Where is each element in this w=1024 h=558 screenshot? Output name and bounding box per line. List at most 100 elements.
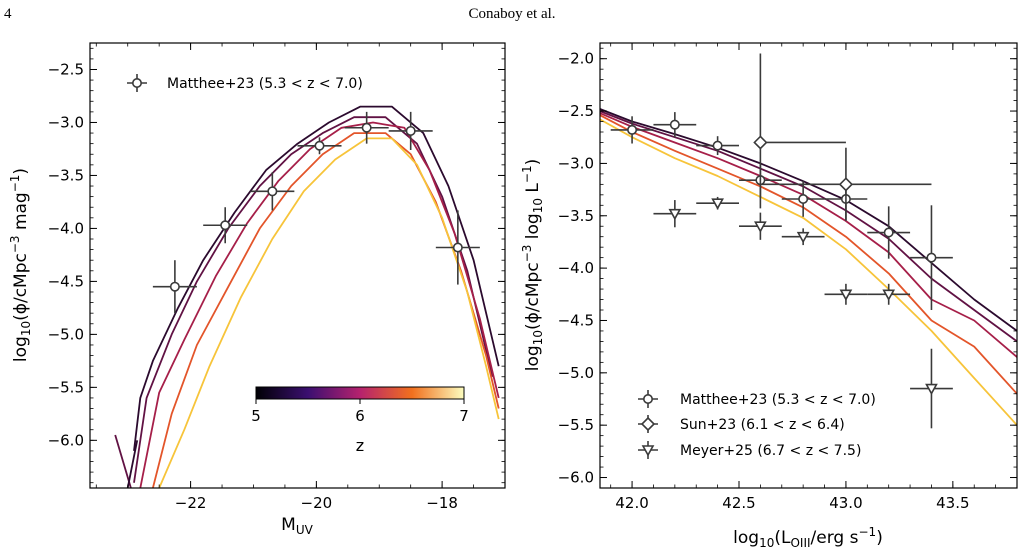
b-ytick-label: −2.0 <box>558 50 594 68</box>
a-data-marker <box>220 220 231 231</box>
b-meyer-25point <box>653 200 697 228</box>
oiii-luminosity-function-panel: 42.0 42.5 43.0 43.5 −2.0 −2.5 −3.0 −3.5 −4.0 −4.5… <box>520 42 1018 550</box>
running-head: Conaboy et al. <box>468 6 556 22</box>
a-ytick-label: −3.5 <box>48 166 84 184</box>
a-series-line-z5 <box>114 434 132 488</box>
uv-luminosity-function-panel: −22 −20 −18 −2.5 −3.0 −3.5 −4.0 −4.5 −5.0 −5.5 −6.… <box>8 42 506 537</box>
b-legend-marker <box>641 445 655 457</box>
b-data-marker <box>753 135 768 150</box>
b-data-marker <box>838 177 854 192</box>
a-matthee-23point <box>435 210 480 285</box>
a-matthee-23point <box>388 111 433 151</box>
b-meyer-25point <box>867 283 911 305</box>
a-series-line-z5_5 <box>133 116 494 483</box>
b-data-marker <box>882 289 896 301</box>
a-data-marker <box>314 140 325 151</box>
b-matthee-23point <box>910 205 953 310</box>
a-ytick-label: −5.5 <box>48 378 84 396</box>
b-legend-label: Meyer+25 (6.7 < z < 7.5) <box>680 443 861 459</box>
a-series-line-z7 <box>158 137 500 488</box>
b-sun-23point <box>753 53 846 209</box>
a-series-line-z6_5 <box>152 132 500 488</box>
b-series-line-z5 <box>600 108 1017 332</box>
a-matthee-23point <box>297 137 342 155</box>
colorbar-tick-label: 5 <box>251 407 261 425</box>
b-matthee-23point <box>781 181 825 217</box>
a-data-marker <box>267 186 278 197</box>
a-xtick-label: −22 <box>175 494 207 512</box>
b-data-marker <box>925 383 938 396</box>
b-y-axis-label: log10(ϕ/cMpc−3 log10 L−1) <box>520 159 545 371</box>
b-data-marker <box>839 289 853 301</box>
b-data-marker <box>669 119 680 130</box>
b-xtick-label: 43.5 <box>936 494 969 512</box>
a-plot-area <box>114 105 500 488</box>
b-data-marker <box>711 198 724 210</box>
a-series-line-z5 <box>133 105 500 452</box>
b-matthee-23point <box>653 112 697 138</box>
a-data-marker <box>169 281 180 292</box>
colorbar-gradient <box>255 386 465 400</box>
b-data-marker <box>627 124 638 135</box>
b-ytick-label: −3.0 <box>558 154 594 172</box>
b-x-axis-label: log10(LOIII/erg s−1) <box>733 525 883 550</box>
a-matthee-23point <box>250 172 295 211</box>
b-series-line-z6 <box>600 112 1017 358</box>
b-legend-label: Sun+23 (6.1 < z < 6.4) <box>680 417 845 433</box>
b-xtick-label: 42.5 <box>722 494 755 512</box>
b-ytick-label: −5.5 <box>558 416 594 434</box>
b-xtick-label: 43.0 <box>829 494 862 512</box>
b-meyer-25point <box>696 196 739 210</box>
b-data-marker <box>798 194 809 205</box>
a-ytick-label: −4.5 <box>48 272 84 290</box>
b-data-marker <box>796 231 810 244</box>
b-meyer-25point <box>739 212 782 240</box>
a-ytick-label: −3.0 <box>48 113 84 131</box>
b-ytick-label: −6.0 <box>558 469 594 487</box>
b-legend-marker <box>642 393 653 404</box>
b-ytick-label: −2.5 <box>558 102 594 120</box>
colorbar-tick-label: 6 <box>355 407 365 425</box>
colorbar: 5 6 7 z <box>251 386 469 455</box>
a-data-marker <box>452 242 463 253</box>
b-ytick-label: −5.0 <box>558 364 594 382</box>
a-axes-frame <box>89 42 506 489</box>
b-data-marker <box>926 252 937 263</box>
a-matthee-23point <box>152 260 197 314</box>
b-data-marker <box>883 227 894 238</box>
b-ytick-label: −4.0 <box>558 259 594 277</box>
b-sun-23point <box>760 147 932 221</box>
b-ytick-label: −3.5 <box>558 207 594 225</box>
a-legend: Matthee+23 (5.3 < z < 7.0) <box>127 74 363 92</box>
b-series-line-z6_5 <box>600 114 1017 395</box>
b-ytick-label: −4.5 <box>558 311 594 329</box>
a-ytick-label: −4.0 <box>48 219 84 237</box>
b-matthee-23point <box>610 116 654 144</box>
a-data-marker <box>405 125 416 136</box>
a-matthee-23point <box>344 111 389 144</box>
a-ytick-label: −5.0 <box>48 325 84 343</box>
b-legend-marker <box>640 416 656 432</box>
a-legend-marker <box>132 78 143 89</box>
b-matthee-23point <box>696 136 739 156</box>
a-ytick-label: −2.5 <box>48 60 84 78</box>
a-ytick-label: −6.0 <box>48 431 84 449</box>
b-meyer-25point <box>910 348 953 429</box>
b-meyer-25point <box>781 228 825 246</box>
b-xtick-label: 42.0 <box>615 494 648 512</box>
b-plot-area <box>600 53 1017 429</box>
b-data-marker <box>712 140 723 151</box>
a-series-line-z5 <box>126 440 139 488</box>
a-xtick-label: −20 <box>301 494 333 512</box>
a-x-axis-label: MUV <box>281 515 313 537</box>
b-series-line-z7 <box>600 118 1017 426</box>
colorbar-tick-label: 7 <box>459 407 469 425</box>
b-matthee-23point <box>867 206 911 259</box>
a-matthee-23point <box>203 207 248 244</box>
page-number: 4 <box>4 6 12 22</box>
b-axes-frame <box>599 42 1018 489</box>
a-xtick-label: −18 <box>426 494 458 512</box>
b-meyer-25point <box>824 283 868 305</box>
a-legend-label: Matthee+23 (5.3 < z < 7.0) <box>167 76 363 92</box>
